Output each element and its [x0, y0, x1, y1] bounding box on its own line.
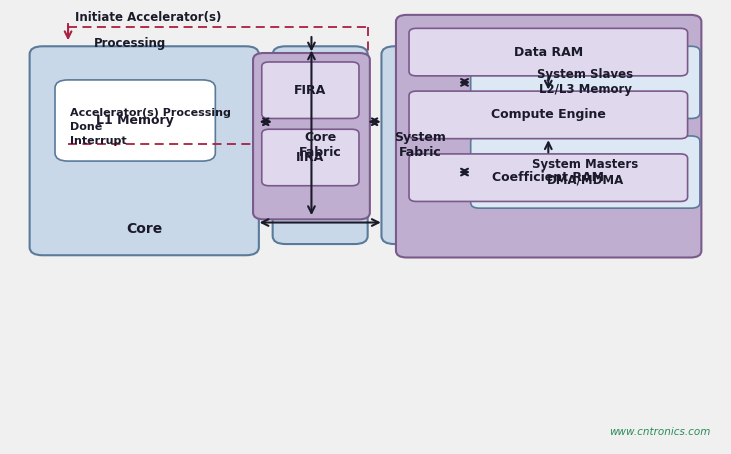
FancyBboxPatch shape — [409, 28, 688, 76]
FancyBboxPatch shape — [409, 154, 688, 202]
Text: www.cntronics.com: www.cntronics.com — [609, 427, 710, 437]
FancyBboxPatch shape — [262, 62, 359, 118]
Text: FIRA: FIRA — [295, 84, 327, 97]
Text: Processing: Processing — [94, 37, 166, 49]
FancyBboxPatch shape — [262, 129, 359, 186]
Text: System Slaves
L2/L3 Memory: System Slaves L2/L3 Memory — [537, 69, 633, 96]
FancyBboxPatch shape — [273, 46, 368, 244]
Text: System Masters
DMA/MDMA: System Masters DMA/MDMA — [532, 158, 638, 186]
Text: Data RAM: Data RAM — [514, 45, 583, 59]
Text: Initiate Accelerator(s): Initiate Accelerator(s) — [75, 10, 221, 24]
Text: Core
Fabric: Core Fabric — [299, 131, 341, 159]
Text: System
Fabric: System Fabric — [394, 131, 446, 159]
FancyBboxPatch shape — [253, 53, 370, 219]
FancyBboxPatch shape — [471, 46, 700, 118]
FancyBboxPatch shape — [30, 46, 259, 255]
Text: IIRA: IIRA — [296, 151, 325, 164]
FancyBboxPatch shape — [396, 15, 701, 257]
Text: Coefficient RAM: Coefficient RAM — [492, 171, 605, 184]
FancyBboxPatch shape — [409, 91, 688, 138]
Text: Accelerator(s) Processing
Done
Interrupt: Accelerator(s) Processing Done Interrupt — [69, 108, 230, 146]
Text: L1 Memory: L1 Memory — [96, 114, 174, 127]
Text: Core: Core — [126, 222, 162, 236]
FancyBboxPatch shape — [382, 46, 458, 244]
Text: Compute Engine: Compute Engine — [491, 109, 606, 121]
FancyBboxPatch shape — [471, 136, 700, 208]
FancyBboxPatch shape — [55, 80, 216, 161]
